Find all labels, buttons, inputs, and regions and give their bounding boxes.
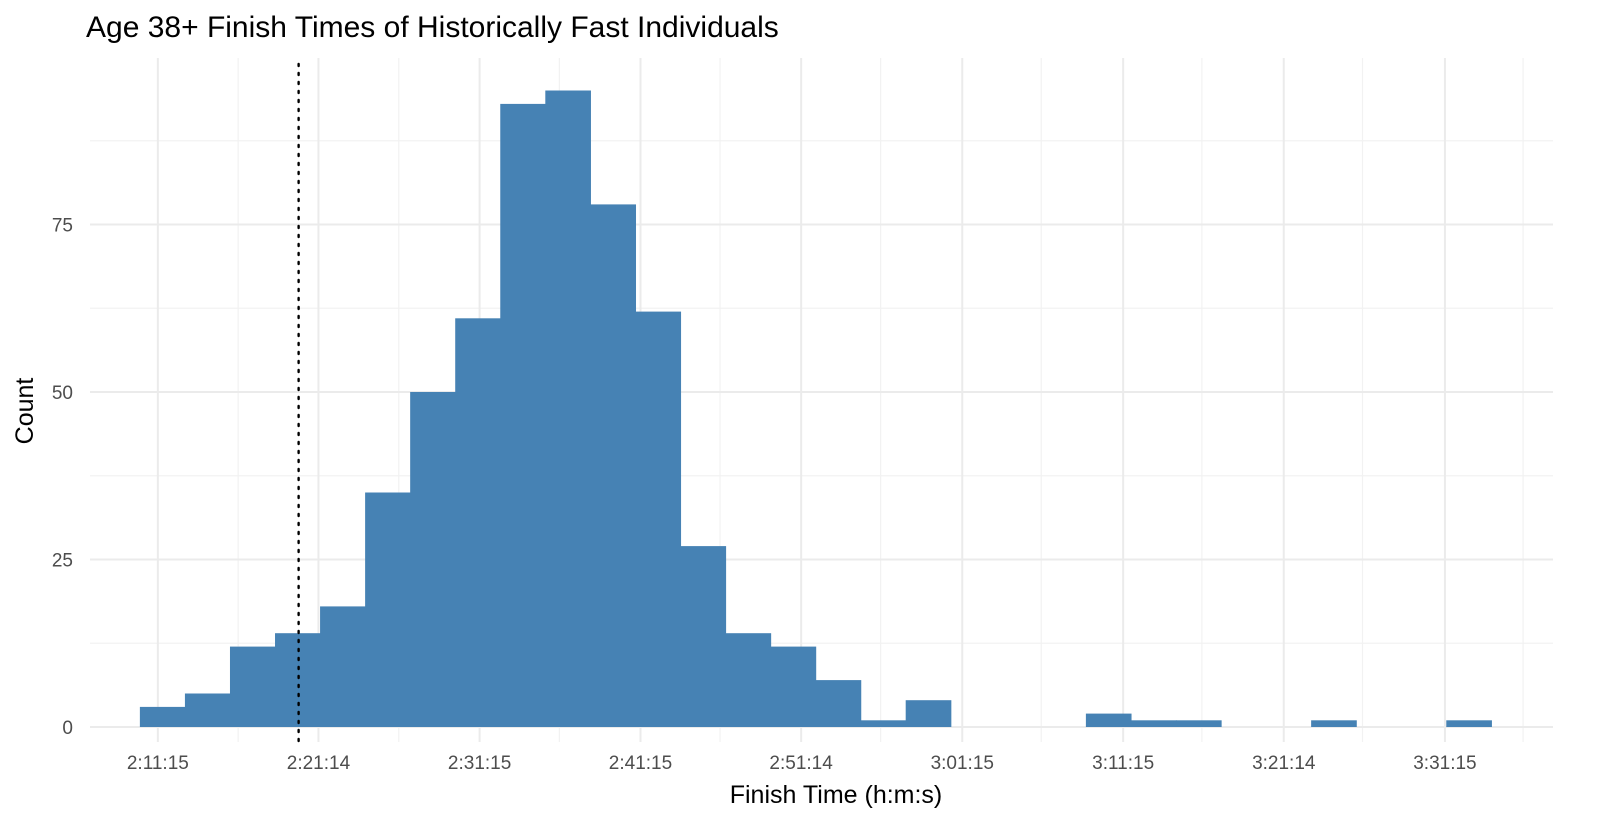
y-tick-label: 0 bbox=[62, 718, 73, 739]
x-tick-label: 3:21:14 bbox=[1252, 753, 1316, 774]
histogram-bar bbox=[680, 546, 727, 727]
x-tick-label: 3:01:15 bbox=[931, 753, 994, 774]
y-axis-ticks: 0 25 50 75 bbox=[52, 216, 73, 740]
histogram-bar bbox=[410, 392, 456, 727]
histogram-bar bbox=[860, 720, 907, 727]
y-axis-title: Count bbox=[11, 378, 39, 445]
histogram-bar bbox=[1130, 720, 1177, 727]
histogram-bar bbox=[590, 204, 637, 727]
histogram-bars bbox=[139, 90, 1492, 727]
histogram-bar bbox=[320, 606, 366, 727]
histogram-bar bbox=[365, 492, 411, 727]
histogram-bar bbox=[1311, 720, 1357, 727]
histogram-bar bbox=[1446, 720, 1492, 727]
y-tick-label: 75 bbox=[52, 216, 73, 237]
histogram-bar bbox=[455, 318, 501, 727]
x-axis-ticks: 2:11:15 2:21:14 2:31:15 2:41:15 2:51:14 3:01:… bbox=[127, 753, 1477, 774]
histogram-bar bbox=[635, 311, 682, 727]
histogram-bar bbox=[545, 90, 591, 727]
histogram-bar bbox=[815, 680, 862, 727]
x-tick-label: 2:21:14 bbox=[287, 753, 351, 774]
histogram-bar bbox=[229, 646, 276, 727]
y-tick-label: 25 bbox=[52, 551, 73, 572]
histogram-bar bbox=[905, 700, 952, 727]
x-tick-label: 2:41:15 bbox=[609, 753, 672, 774]
x-tick-label: 2:51:14 bbox=[769, 753, 833, 774]
x-tick-label: 3:31:15 bbox=[1413, 753, 1476, 774]
histogram-bar bbox=[725, 633, 772, 727]
histogram-bar bbox=[500, 103, 546, 727]
x-tick-label: 2:11:15 bbox=[127, 753, 189, 774]
histogram-bar bbox=[1085, 713, 1132, 727]
histogram-bar bbox=[1175, 720, 1222, 727]
histogram-bar bbox=[139, 706, 186, 727]
histogram-bar bbox=[770, 646, 817, 727]
x-tick-label: 2:31:15 bbox=[448, 753, 511, 774]
x-axis-title: Finish Time (h:m:s) bbox=[730, 781, 943, 809]
y-tick-label: 50 bbox=[52, 383, 73, 404]
histogram-bar bbox=[184, 693, 231, 727]
chart-title: Age 38+ Finish Times of Historically Fas… bbox=[86, 11, 779, 44]
x-tick-label: 3:11:15 bbox=[1092, 753, 1154, 774]
